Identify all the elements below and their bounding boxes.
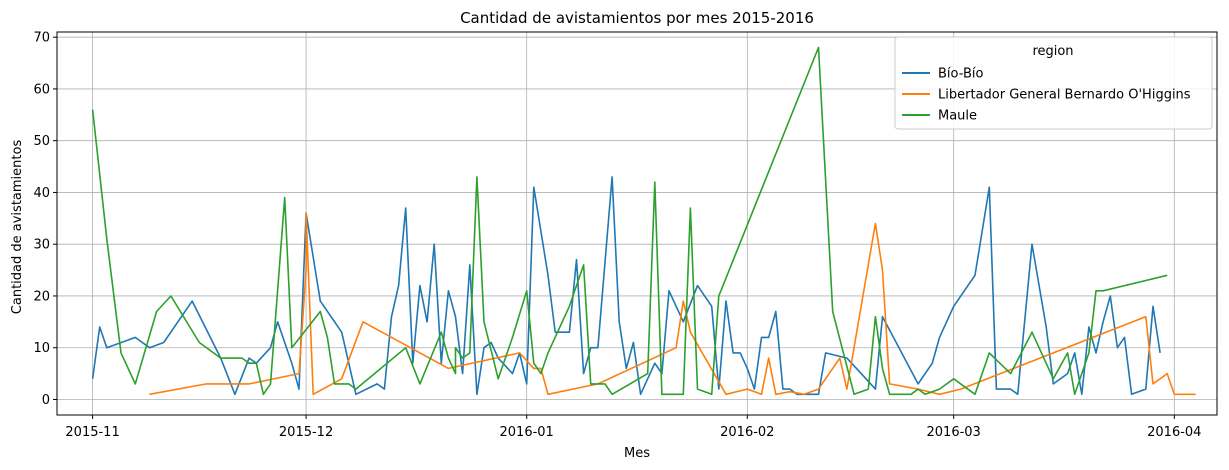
x-tick-label: 2015-11 (65, 425, 119, 440)
legend-items: Bío-Bío Libertador General Bernardo O'Hig… (902, 67, 1191, 124)
x-tick-label: 2016-02 (720, 425, 774, 440)
legend-label: Bío-Bío (938, 67, 983, 82)
y-tick-label: 30 (33, 238, 50, 253)
x-tick-label: 2016-04 (1147, 425, 1201, 440)
plot-frame (56, 31, 1218, 416)
x-tick-label: 2016-03 (927, 425, 981, 440)
legend-box (894, 36, 1213, 130)
y-axis: 0 10 20 30 40 50 60 70 (33, 31, 57, 408)
x-axis-title: Mes (624, 446, 650, 461)
x-tick-label: 2015-12 (279, 425, 333, 440)
y-tick-label: 40 (33, 186, 50, 201)
y-tick-label: 60 (33, 82, 50, 97)
chart-title: Cantidad de avistamientos por mes 2015-2… (460, 9, 814, 27)
series-line-libertador-general-bernardo-o-higgins (149, 212, 1196, 396)
y-tick-label: 20 (33, 289, 50, 304)
legend: region Bío-Bío Libertador General Bernard… (894, 36, 1213, 130)
legend-label: Libertador General Bernardo O'Higgins (938, 88, 1191, 103)
x-tick-label: 2016-01 (500, 425, 554, 440)
legend-label: Maule (938, 109, 977, 124)
series-layer (91, 46, 1196, 396)
y-tick-label: 70 (33, 31, 50, 46)
series-line-b-o-b-o (91, 176, 1161, 396)
y-tick-label: 0 (42, 393, 50, 408)
y-axis-title: Cantidad de avistamientos (10, 140, 25, 315)
x-axis: 2015-11 2015-12 2016-01 2016-02 2016-03 2016-… (65, 415, 1201, 440)
series-line-maule (91, 46, 1168, 396)
y-tick-label: 50 (33, 134, 50, 149)
y-tick-label: 10 (33, 341, 50, 356)
legend-title: region (1032, 44, 1073, 59)
